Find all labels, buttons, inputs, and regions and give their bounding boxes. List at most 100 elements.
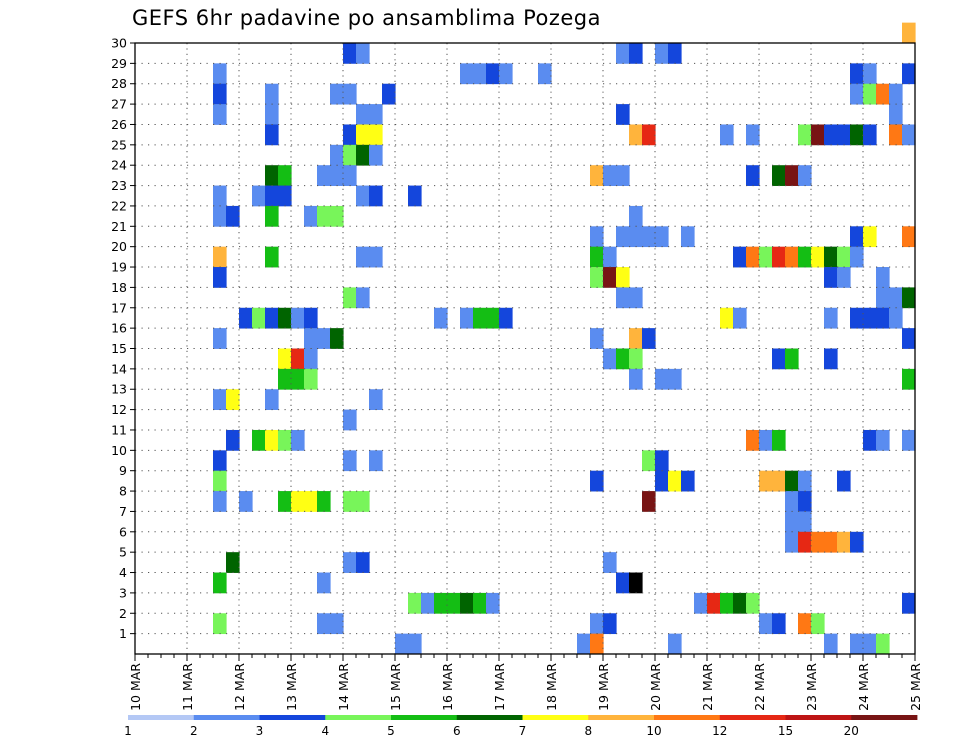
heat-cell	[811, 246, 825, 268]
heat-cell	[252, 185, 266, 207]
y-tick-label: 7	[119, 504, 127, 519]
heat-cell	[655, 450, 669, 472]
heat-cell	[889, 307, 903, 329]
heat-cell	[850, 63, 864, 85]
heat-cell	[278, 368, 292, 390]
y-tick-label: 19	[111, 260, 127, 275]
heat-cell	[330, 165, 344, 186]
heat-cell	[824, 307, 838, 329]
y-tick-label: 6	[119, 524, 127, 539]
heat-cell	[902, 287, 916, 309]
heat-cell	[902, 63, 916, 85]
heat-cell	[785, 531, 799, 553]
x-tick-label: 10 MAR	[128, 663, 143, 711]
heat-cell	[668, 368, 682, 390]
heat-cell	[213, 450, 227, 472]
heat-cell	[759, 429, 773, 451]
heat-cell	[798, 613, 812, 635]
heat-cell	[590, 613, 604, 635]
colorbar-label: 10	[646, 724, 661, 738]
heat-cell	[824, 267, 838, 288]
heat-cell	[655, 368, 669, 390]
heat-cell	[785, 491, 799, 512]
heat-cell	[330, 613, 344, 635]
heat-cell	[473, 592, 487, 614]
heat-cell	[837, 470, 851, 492]
heat-cell	[785, 246, 799, 268]
heat-cell	[746, 592, 760, 614]
heat-cell	[590, 226, 604, 248]
heat-cell	[863, 124, 877, 146]
heat-cell	[720, 124, 734, 146]
heat-cell	[213, 104, 227, 125]
heat-cell	[213, 613, 227, 635]
heat-cell	[759, 246, 773, 268]
heat-cell	[798, 531, 812, 553]
heat-cell	[902, 429, 916, 451]
heat-cell	[213, 470, 227, 492]
colorbar-label: 2	[190, 724, 198, 738]
heat-cell	[356, 124, 370, 146]
heat-cell	[772, 613, 786, 635]
heat-cell	[668, 43, 682, 64]
heat-cell	[772, 165, 786, 186]
heat-cell	[343, 450, 357, 472]
colorbar-swatch	[193, 715, 260, 720]
colorbar-label: 4	[321, 724, 329, 738]
y-tick-label: 26	[111, 117, 127, 132]
colorbar-swatch	[785, 715, 852, 720]
y-tick-label: 18	[111, 280, 127, 295]
y-tick-label: 1	[119, 626, 127, 641]
heat-cell	[304, 368, 318, 390]
heat-cell	[356, 552, 370, 573]
heat-cell	[603, 267, 617, 288]
y-axis: 1234567891011121314151617181920212223242…	[111, 36, 135, 641]
heat-cell	[291, 368, 305, 390]
heat-cell	[226, 429, 240, 451]
y-tick-label: 10	[111, 443, 127, 458]
heat-cell	[343, 43, 357, 64]
heat-cell	[902, 592, 916, 614]
heat-cell	[889, 287, 903, 309]
heat-cell	[655, 43, 669, 64]
heat-cell	[486, 63, 500, 85]
x-tick-label: 22 MAR	[752, 663, 767, 711]
heat-cell	[226, 389, 240, 410]
colorbar-swatch	[391, 715, 458, 720]
heat-cell	[629, 368, 643, 390]
y-tick-label: 30	[111, 36, 127, 51]
heat-cell	[733, 307, 747, 329]
heat-cell	[278, 429, 292, 451]
heat-cell	[889, 104, 903, 125]
heat-cell	[785, 348, 799, 370]
colorbar-swatch	[128, 715, 195, 720]
x-tick-label: 17 MAR	[492, 663, 507, 711]
colorbar-label: 20	[844, 724, 859, 738]
colorbar-swatch	[456, 715, 523, 720]
heat-cell	[577, 633, 591, 655]
heat-cell	[876, 267, 890, 288]
heat-cell	[863, 226, 877, 248]
colorbar-label: 15	[778, 724, 793, 738]
y-tick-label: 4	[119, 565, 127, 580]
heat-cell	[616, 165, 630, 186]
heat-cell	[798, 470, 812, 492]
heat-cell	[239, 307, 253, 329]
heat-cell	[395, 633, 409, 655]
heat-cell	[356, 43, 370, 64]
heat-cell	[707, 592, 721, 614]
heat-cell	[824, 348, 838, 370]
heat-cell	[343, 83, 357, 105]
heat-cell	[369, 450, 383, 472]
heat-cell	[239, 491, 253, 512]
heat-cell	[616, 226, 630, 248]
heat-cell	[850, 83, 864, 105]
heat-cell	[304, 205, 318, 227]
heat-cell	[746, 429, 760, 451]
colorbar-label: 3	[256, 724, 264, 738]
heat-cell	[265, 429, 279, 451]
heat-cell	[798, 491, 812, 512]
heat-cell	[798, 511, 812, 533]
y-tick-label: 14	[111, 361, 127, 376]
